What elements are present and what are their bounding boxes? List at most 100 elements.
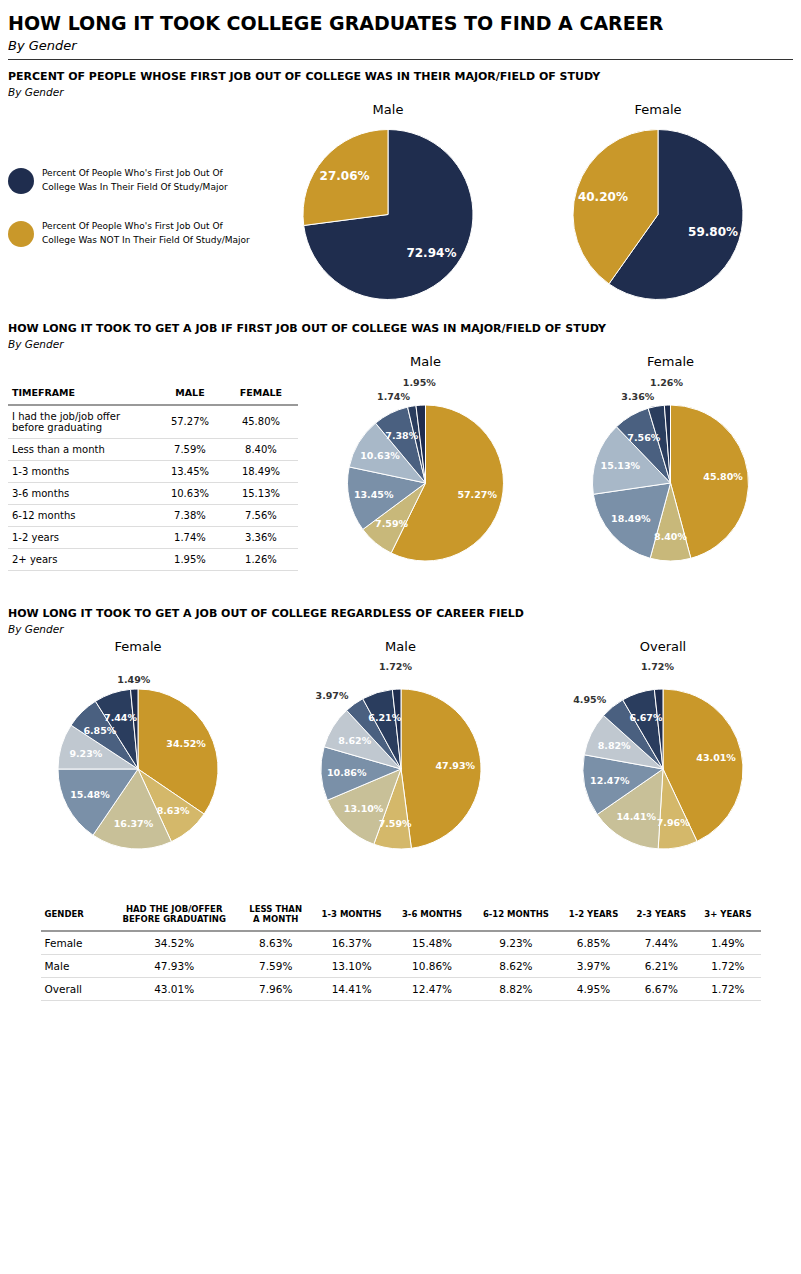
svg-text:43.01%: 43.01% bbox=[696, 752, 736, 763]
html-text:1.26%: 1.26% bbox=[245, 553, 277, 565]
html-text:3-6 months: 3-6 months bbox=[12, 487, 70, 499]
html-text:9.23%: 9.23% bbox=[499, 937, 533, 949]
html-text:13.45%: 13.45% bbox=[170, 465, 209, 477]
html-text:15.13%: 15.13% bbox=[241, 487, 280, 499]
html-text:LESS THAN A MONTH: LESS THAN A MONTH bbox=[249, 904, 302, 924]
html-text:HOW LONG IT TOOK TO GET A JOB: HOW LONG IT TOOK TO GET A JOB OUT OF COL… bbox=[8, 607, 524, 620]
svg-text:7.96%: 7.96% bbox=[657, 817, 690, 828]
html-text:6-12 months: 6-12 months bbox=[12, 509, 76, 521]
html-text:Percent Of People Who's First: Percent Of People Who's First Job Out Of… bbox=[42, 168, 228, 192]
svg-text:7.38%: 7.38% bbox=[385, 430, 418, 441]
html-text:6.85%: 6.85% bbox=[576, 937, 611, 949]
svg-text:1.72%: 1.72% bbox=[378, 661, 411, 672]
html-text:8.40%: 8.40% bbox=[245, 443, 277, 455]
svg-text:9.23%: 9.23% bbox=[69, 748, 102, 759]
html-text:47.93%: 47.93% bbox=[154, 960, 195, 972]
html-text:TIMEFRAME: TIMEFRAME bbox=[12, 386, 76, 398]
svg-text:47.93%: 47.93% bbox=[435, 760, 475, 771]
html-text:Male: Male bbox=[410, 354, 441, 369]
svg-text:7.59%: 7.59% bbox=[375, 518, 408, 529]
html-text:HOW LONG IT TOOK COLLEGE GRADU: HOW LONG IT TOOK COLLEGE GRADUATES TO FI… bbox=[8, 12, 664, 34]
html-text:1-3 months: 1-3 months bbox=[12, 465, 70, 477]
html-text:FEMALE: FEMALE bbox=[239, 386, 283, 398]
html-text:10.63%: 10.63% bbox=[170, 487, 209, 499]
html-text:I had the job/job offer before: I had the job/job offer before graduatin… bbox=[12, 410, 120, 433]
html-text:10.86%: 10.86% bbox=[412, 960, 453, 972]
html-text:7.59%: 7.59% bbox=[174, 443, 206, 455]
html-text:15.48%: 15.48% bbox=[412, 937, 453, 949]
html-text:By Gender: By Gender bbox=[8, 38, 77, 53]
svg-text:1.74%: 1.74% bbox=[377, 391, 410, 402]
html-text:By Gender: By Gender bbox=[8, 623, 64, 635]
html-text:Overall: Overall bbox=[639, 639, 687, 654]
svg-text:18.49%: 18.49% bbox=[611, 513, 651, 524]
svg-text:4.95%: 4.95% bbox=[573, 694, 606, 705]
svg-text:1.72%: 1.72% bbox=[641, 661, 674, 672]
svg-text:7.44%: 7.44% bbox=[104, 712, 137, 723]
svg-text:7.56%: 7.56% bbox=[627, 432, 660, 443]
svg-text:7.59%: 7.59% bbox=[378, 818, 411, 829]
svg-text:8.82%: 8.82% bbox=[598, 740, 631, 751]
svg-text:6.67%: 6.67% bbox=[630, 712, 663, 723]
svg-text:27.06%: 27.06% bbox=[320, 169, 370, 183]
svg-text:1.26%: 1.26% bbox=[650, 377, 683, 388]
html-text:PERCENT OF PEOPLE WHOSE FIRST: PERCENT OF PEOPLE WHOSE FIRST JOB OUT OF… bbox=[8, 70, 601, 83]
svg-text:59.80%: 59.80% bbox=[688, 225, 738, 239]
html-text:6.21%: 6.21% bbox=[644, 960, 679, 972]
html-text:Percent Of People Who's First: Percent Of People Who's First Job Out Of… bbox=[42, 221, 250, 245]
html-text:16.37%: 16.37% bbox=[331, 937, 372, 949]
svg-text:15.13%: 15.13% bbox=[601, 460, 641, 471]
html-text:HOW LONG IT TOOK TO GET A JOB: HOW LONG IT TOOK TO GET A JOB IF FIRST J… bbox=[8, 322, 606, 335]
svg-text:6.85%: 6.85% bbox=[83, 725, 116, 736]
svg-text:8.62%: 8.62% bbox=[338, 735, 371, 746]
svg-text:6.21%: 6.21% bbox=[368, 712, 401, 723]
svg-text:10.86%: 10.86% bbox=[326, 767, 366, 778]
html-text:3.97%: 3.97% bbox=[576, 960, 611, 972]
html-text:By Gender: By Gender bbox=[8, 338, 64, 350]
svg-text:1.95%: 1.95% bbox=[403, 377, 436, 388]
html-text:34.52%: 34.52% bbox=[154, 937, 195, 949]
html-text:18.49%: 18.49% bbox=[241, 465, 280, 477]
html-text:2+ years: 2+ years bbox=[12, 553, 58, 565]
html-text:1.95%: 1.95% bbox=[174, 553, 206, 565]
html-text:Less than a month: Less than a month bbox=[12, 443, 105, 455]
svg-text:14.41%: 14.41% bbox=[616, 811, 656, 822]
html-text:Female: Female bbox=[44, 937, 83, 949]
svg-text:45.80%: 45.80% bbox=[703, 471, 743, 482]
html-text:1-2 years: 1-2 years bbox=[12, 531, 59, 543]
html-text:7.38%: 7.38% bbox=[174, 509, 206, 521]
html-text:Female: Female bbox=[634, 102, 682, 117]
html-text:7.59%: 7.59% bbox=[259, 960, 293, 972]
html-text:3.36%: 3.36% bbox=[245, 531, 277, 543]
html-text:By Gender: By Gender bbox=[8, 86, 64, 98]
html-text:8.63%: 8.63% bbox=[259, 937, 293, 949]
svg-text:72.94%: 72.94% bbox=[406, 246, 456, 260]
svg-text:16.37%: 16.37% bbox=[114, 818, 154, 829]
html-text:7.56%: 7.56% bbox=[245, 509, 277, 521]
svg-text:12.47%: 12.47% bbox=[590, 775, 630, 786]
svg-text:57.27%: 57.27% bbox=[457, 489, 497, 500]
html-text:7.44%: 7.44% bbox=[644, 937, 679, 949]
svg-text:13.10%: 13.10% bbox=[343, 803, 383, 814]
html-text:1.74%: 1.74% bbox=[174, 531, 206, 543]
html-text:Male: Male bbox=[44, 960, 70, 972]
svg-text:3.36%: 3.36% bbox=[621, 391, 654, 402]
svg-text:3.97%: 3.97% bbox=[315, 690, 348, 701]
html-text:8.62%: 8.62% bbox=[499, 960, 533, 972]
html-text:Male: Male bbox=[372, 102, 404, 117]
html-text:Female: Female bbox=[114, 639, 162, 654]
html-text:13.10%: 13.10% bbox=[331, 960, 372, 972]
svg-text:8.63%: 8.63% bbox=[157, 805, 190, 816]
svg-text:15.48%: 15.48% bbox=[70, 789, 110, 800]
html-text:Female: Female bbox=[647, 354, 694, 369]
svg-text:34.52%: 34.52% bbox=[166, 738, 206, 749]
html-text:MALE: MALE bbox=[175, 386, 205, 398]
svg-text:1.49%: 1.49% bbox=[117, 674, 150, 685]
html-text:1.49%: 1.49% bbox=[711, 937, 745, 949]
html-text:Male: Male bbox=[385, 639, 416, 654]
svg-text:8.40%: 8.40% bbox=[654, 531, 687, 542]
svg-text:10.63%: 10.63% bbox=[360, 450, 400, 461]
html-text:HAD THE JOB/OFFER BEFORE GRADU: HAD THE JOB/OFFER BEFORE GRADUATING bbox=[122, 904, 226, 924]
svg-text:40.20%: 40.20% bbox=[578, 190, 628, 204]
svg-text:13.45%: 13.45% bbox=[354, 489, 394, 500]
